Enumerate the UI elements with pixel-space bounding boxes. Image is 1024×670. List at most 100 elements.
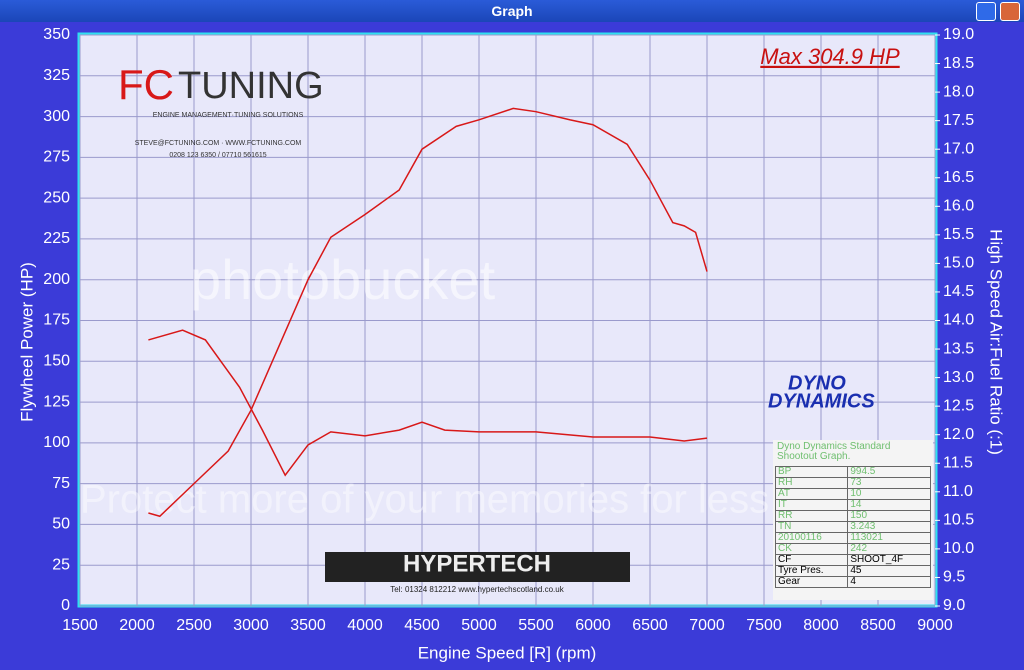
x-tick-label: 3500 [290, 617, 326, 634]
logo-text: 0208 123 6350 / 07710 561615 [169, 152, 266, 159]
info-row: CF SHOOT_4F [774, 554, 931, 566]
y2-tick-label: 13.5 [943, 340, 974, 357]
info-cell: 45 [847, 565, 931, 577]
info-cell: 20100116 [774, 532, 849, 544]
info-cell: Tyre Pres. [774, 565, 849, 577]
y-tick-label: 0 [61, 597, 70, 614]
info-cell: SHOOT_4F [847, 554, 931, 566]
data-line [148, 329, 708, 477]
y2-tick-label: 10.0 [943, 540, 974, 557]
logo: FC [118, 61, 174, 108]
y-tick-label: 300 [43, 108, 70, 125]
info-cell: 14 [847, 499, 931, 511]
y2-tick-label: 18.0 [943, 83, 974, 100]
y-tick-label: 125 [43, 393, 70, 410]
info-row: Tyre Pres. 45 [774, 565, 931, 577]
y-tick-label: 350 [43, 26, 70, 43]
info-cell: AT [774, 488, 849, 500]
info-row: IT 14 [774, 499, 931, 511]
info-cell: IT [774, 499, 849, 511]
info-cell: Gear [774, 576, 849, 588]
info-row: BP 994.5 [774, 466, 931, 478]
info-row: TN 3.243 [774, 521, 931, 533]
y-tick-label: 50 [52, 516, 70, 533]
info-row: 20100116 113021 [774, 532, 931, 544]
x-tick-label: 6500 [632, 617, 668, 634]
y2-tick-label: 17.0 [943, 140, 974, 157]
logo: DYNO [788, 372, 846, 394]
watermark: photobucket [190, 248, 496, 311]
y-axis-label: Flywheel Power (HP) [17, 262, 36, 422]
info-cell: RH [774, 477, 849, 489]
info-row: AT 10 [774, 488, 931, 500]
y2-tick-label: 12.0 [943, 426, 974, 443]
y-tick-label: 100 [43, 434, 70, 451]
info-cell: BP [774, 466, 849, 478]
y2-tick-label: 9.5 [943, 569, 965, 586]
y-tick-label: 75 [52, 475, 70, 492]
info-header: Dyno Dynamics Standard Shootout Graph. [777, 441, 891, 462]
y-tick-label: 25 [52, 556, 70, 573]
y2-tick-label: 15.0 [943, 255, 974, 272]
info-cell: RR [774, 510, 849, 522]
info-cell: 242 [847, 543, 931, 555]
x-tick-label: 7500 [746, 617, 782, 634]
x-tick-label: 8500 [860, 617, 896, 634]
info-cell: 113021 [847, 532, 931, 544]
x-tick-label: 5000 [461, 617, 497, 634]
info-cell: CK [774, 543, 849, 555]
y2-tick-label: 12.5 [943, 397, 974, 414]
info-cell: TN [774, 521, 849, 533]
annotation: Max 304.9 HP [760, 44, 900, 69]
y-tick-label: 325 [43, 67, 70, 84]
x-tick-label: 8000 [803, 617, 839, 634]
y-tick-label: 225 [43, 230, 70, 247]
y2-tick-label: 11.0 [943, 483, 973, 500]
y-tick-label: 250 [43, 189, 70, 206]
x-tick-label: 5500 [518, 617, 554, 634]
info-cell: 3.243 [847, 521, 931, 533]
x-tick-label: 2000 [119, 617, 155, 634]
info-cell: 994.5 [847, 466, 931, 478]
x-tick-label: 9000 [917, 617, 953, 634]
logo-text: Tel: 01324 812212 www.hypertechscotland.… [390, 585, 564, 594]
y2-tick-label: 10.5 [943, 512, 974, 529]
info-box: Dyno Dynamics Standard Shootout Graph. B… [773, 440, 933, 600]
info-row: Gear 4 [774, 576, 931, 588]
info-row: RH 73 [774, 477, 931, 489]
logo: TUNING [178, 65, 324, 107]
info-cell: 73 [847, 477, 931, 489]
y2-tick-label: 14.5 [943, 283, 974, 300]
y2-tick-label: 19.0 [943, 26, 974, 43]
x-tick-label: 2500 [176, 617, 212, 634]
y2-tick-label: 16.5 [943, 169, 974, 186]
x-tick-label: 3000 [233, 617, 269, 634]
y2-tick-label: 13.0 [943, 369, 974, 386]
close-button[interactable] [1000, 2, 1020, 21]
restore-button[interactable] [976, 2, 996, 21]
x-tick-label: 4000 [347, 617, 383, 634]
info-cell: 10 [847, 488, 931, 500]
info-cell: CF [774, 554, 849, 566]
y2-tick-label: 15.5 [943, 226, 974, 243]
y2-tick-label: 9.0 [943, 597, 965, 614]
y2-tick-label: 16.0 [943, 198, 974, 215]
y2-axis-label: High Speed Air:Fuel Ratio (:1) [987, 229, 1006, 455]
y-tick-label: 275 [43, 149, 70, 166]
x-tick-label: 6000 [575, 617, 611, 634]
x-tick-label: 1500 [62, 617, 98, 634]
info-table: BP 994.5 RH 73 AT 10 IT 14 RR 150 TN 3.243 20100116 1… [774, 466, 931, 588]
info-row: RR 150 [774, 510, 931, 522]
y-tick-label: 150 [43, 353, 70, 370]
y-tick-label: 175 [43, 312, 70, 329]
logo-banner [325, 552, 630, 582]
logo-sub: ENGINE MANAGEMENT·TUNING SOLUTIONS [153, 112, 304, 119]
y2-tick-label: 18.5 [943, 55, 974, 72]
y2-tick-label: 14.0 [943, 312, 974, 329]
chart: photobucket Protect more of your memorie… [17, 26, 1006, 662]
info-cell: 150 [847, 510, 931, 522]
logo: HYPERTECH [403, 550, 551, 577]
y2-tick-label: 11.5 [943, 454, 973, 471]
y2-tick-label: 17.5 [943, 112, 974, 129]
